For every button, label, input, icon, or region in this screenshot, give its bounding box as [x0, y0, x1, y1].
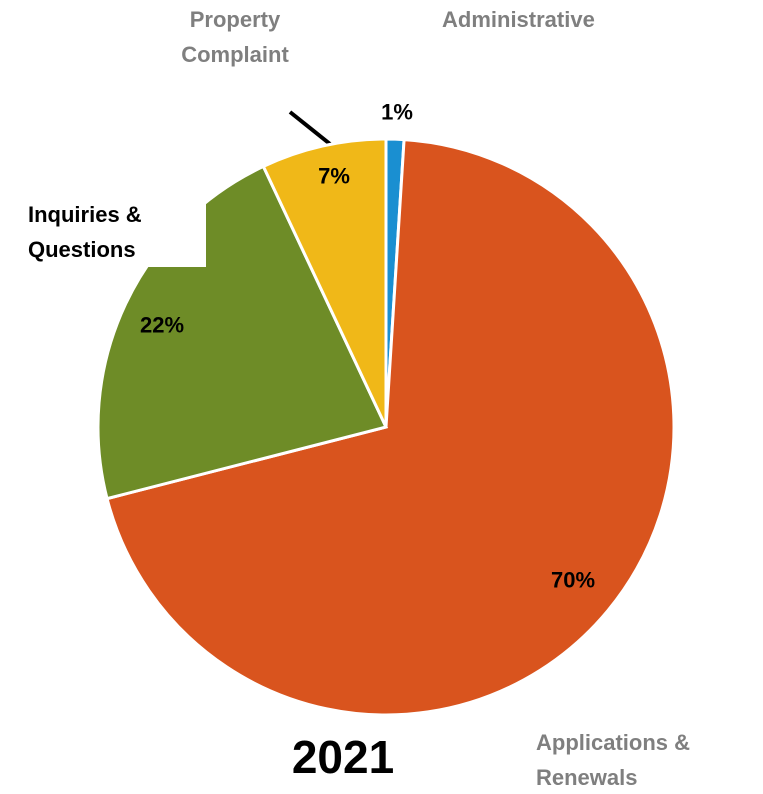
category-label: Property Complaint: [181, 7, 289, 67]
data-label: 22%: [139, 312, 185, 338]
data-label: 7%: [318, 163, 350, 189]
pie-slice: [105, 137, 676, 717]
category-label: Applications & Renewals: [536, 730, 691, 790]
category-label: Inquiries & Questions: [20, 197, 206, 267]
leader-line: [288, 110, 337, 150]
pie-slice: [261, 137, 388, 428]
category-label: Administrative: [442, 7, 595, 32]
chart-title: 2021: [291, 731, 395, 783]
data-label: 1%: [381, 99, 413, 125]
data-label: 70%: [550, 567, 596, 593]
